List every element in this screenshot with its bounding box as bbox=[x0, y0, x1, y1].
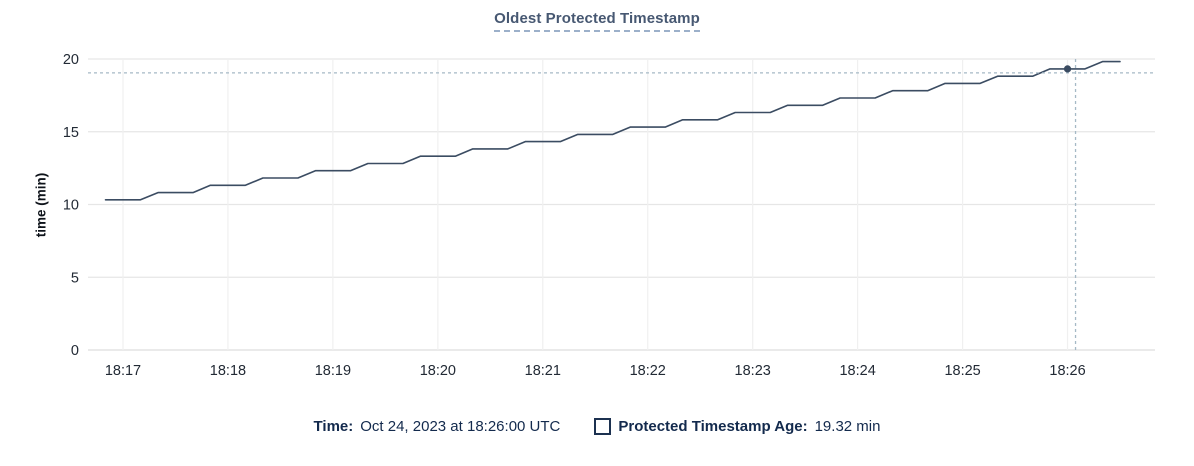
x-tick-label: 18:18 bbox=[210, 363, 246, 379]
x-tick-label: 18:21 bbox=[525, 363, 561, 379]
x-tick-label: 18:22 bbox=[630, 363, 666, 379]
y-tick-label: 20 bbox=[63, 52, 79, 68]
hover-point-dot bbox=[1063, 65, 1072, 73]
tooltip-time-label: Time: bbox=[313, 418, 354, 435]
legend-series-label: Protected Timestamp Age: bbox=[618, 418, 808, 435]
x-tick-label: 18:25 bbox=[944, 363, 980, 379]
tooltip-time: Time: Oct 24, 2023 at 18:26:00 UTC bbox=[314, 418, 561, 435]
y-tick-label: 15 bbox=[63, 125, 79, 141]
x-tick-label: 18:23 bbox=[735, 363, 771, 379]
x-tick-label: 18:24 bbox=[839, 363, 875, 379]
chart-title[interactable]: Oldest Protected Timestamp bbox=[494, 10, 700, 32]
chart-plot-area[interactable]: 0 5 10 15 20 18:17 18:18 18:19 18:20 18:21 18:22 18… bbox=[0, 0, 1194, 400]
legend-series-value: 19.32 min bbox=[814, 418, 881, 435]
y-tick-label: 0 bbox=[71, 343, 79, 359]
chart-tooltip-footer: Time: Oct 24, 2023 at 18:26:00 UTC Prote… bbox=[0, 418, 1194, 435]
tooltip-time-value: Oct 24, 2023 at 18:26:00 UTC bbox=[360, 418, 561, 435]
legend-item-protected-timestamp-age[interactable]: Protected Timestamp Age: 19.32 min bbox=[594, 418, 880, 435]
x-tick-label: 18:26 bbox=[1049, 363, 1085, 379]
y-tick-label: 5 bbox=[71, 270, 79, 286]
chart-title-wrap: Oldest Protected Timestamp bbox=[0, 10, 1194, 32]
y-tick-label: 10 bbox=[63, 198, 79, 214]
legend-swatch-square-icon[interactable] bbox=[594, 418, 612, 435]
series-line bbox=[104, 60, 1121, 201]
x-tick-label: 18:20 bbox=[420, 363, 456, 379]
x-tick-label: 18:17 bbox=[105, 363, 141, 379]
x-tick-label: 18:19 bbox=[315, 363, 351, 379]
